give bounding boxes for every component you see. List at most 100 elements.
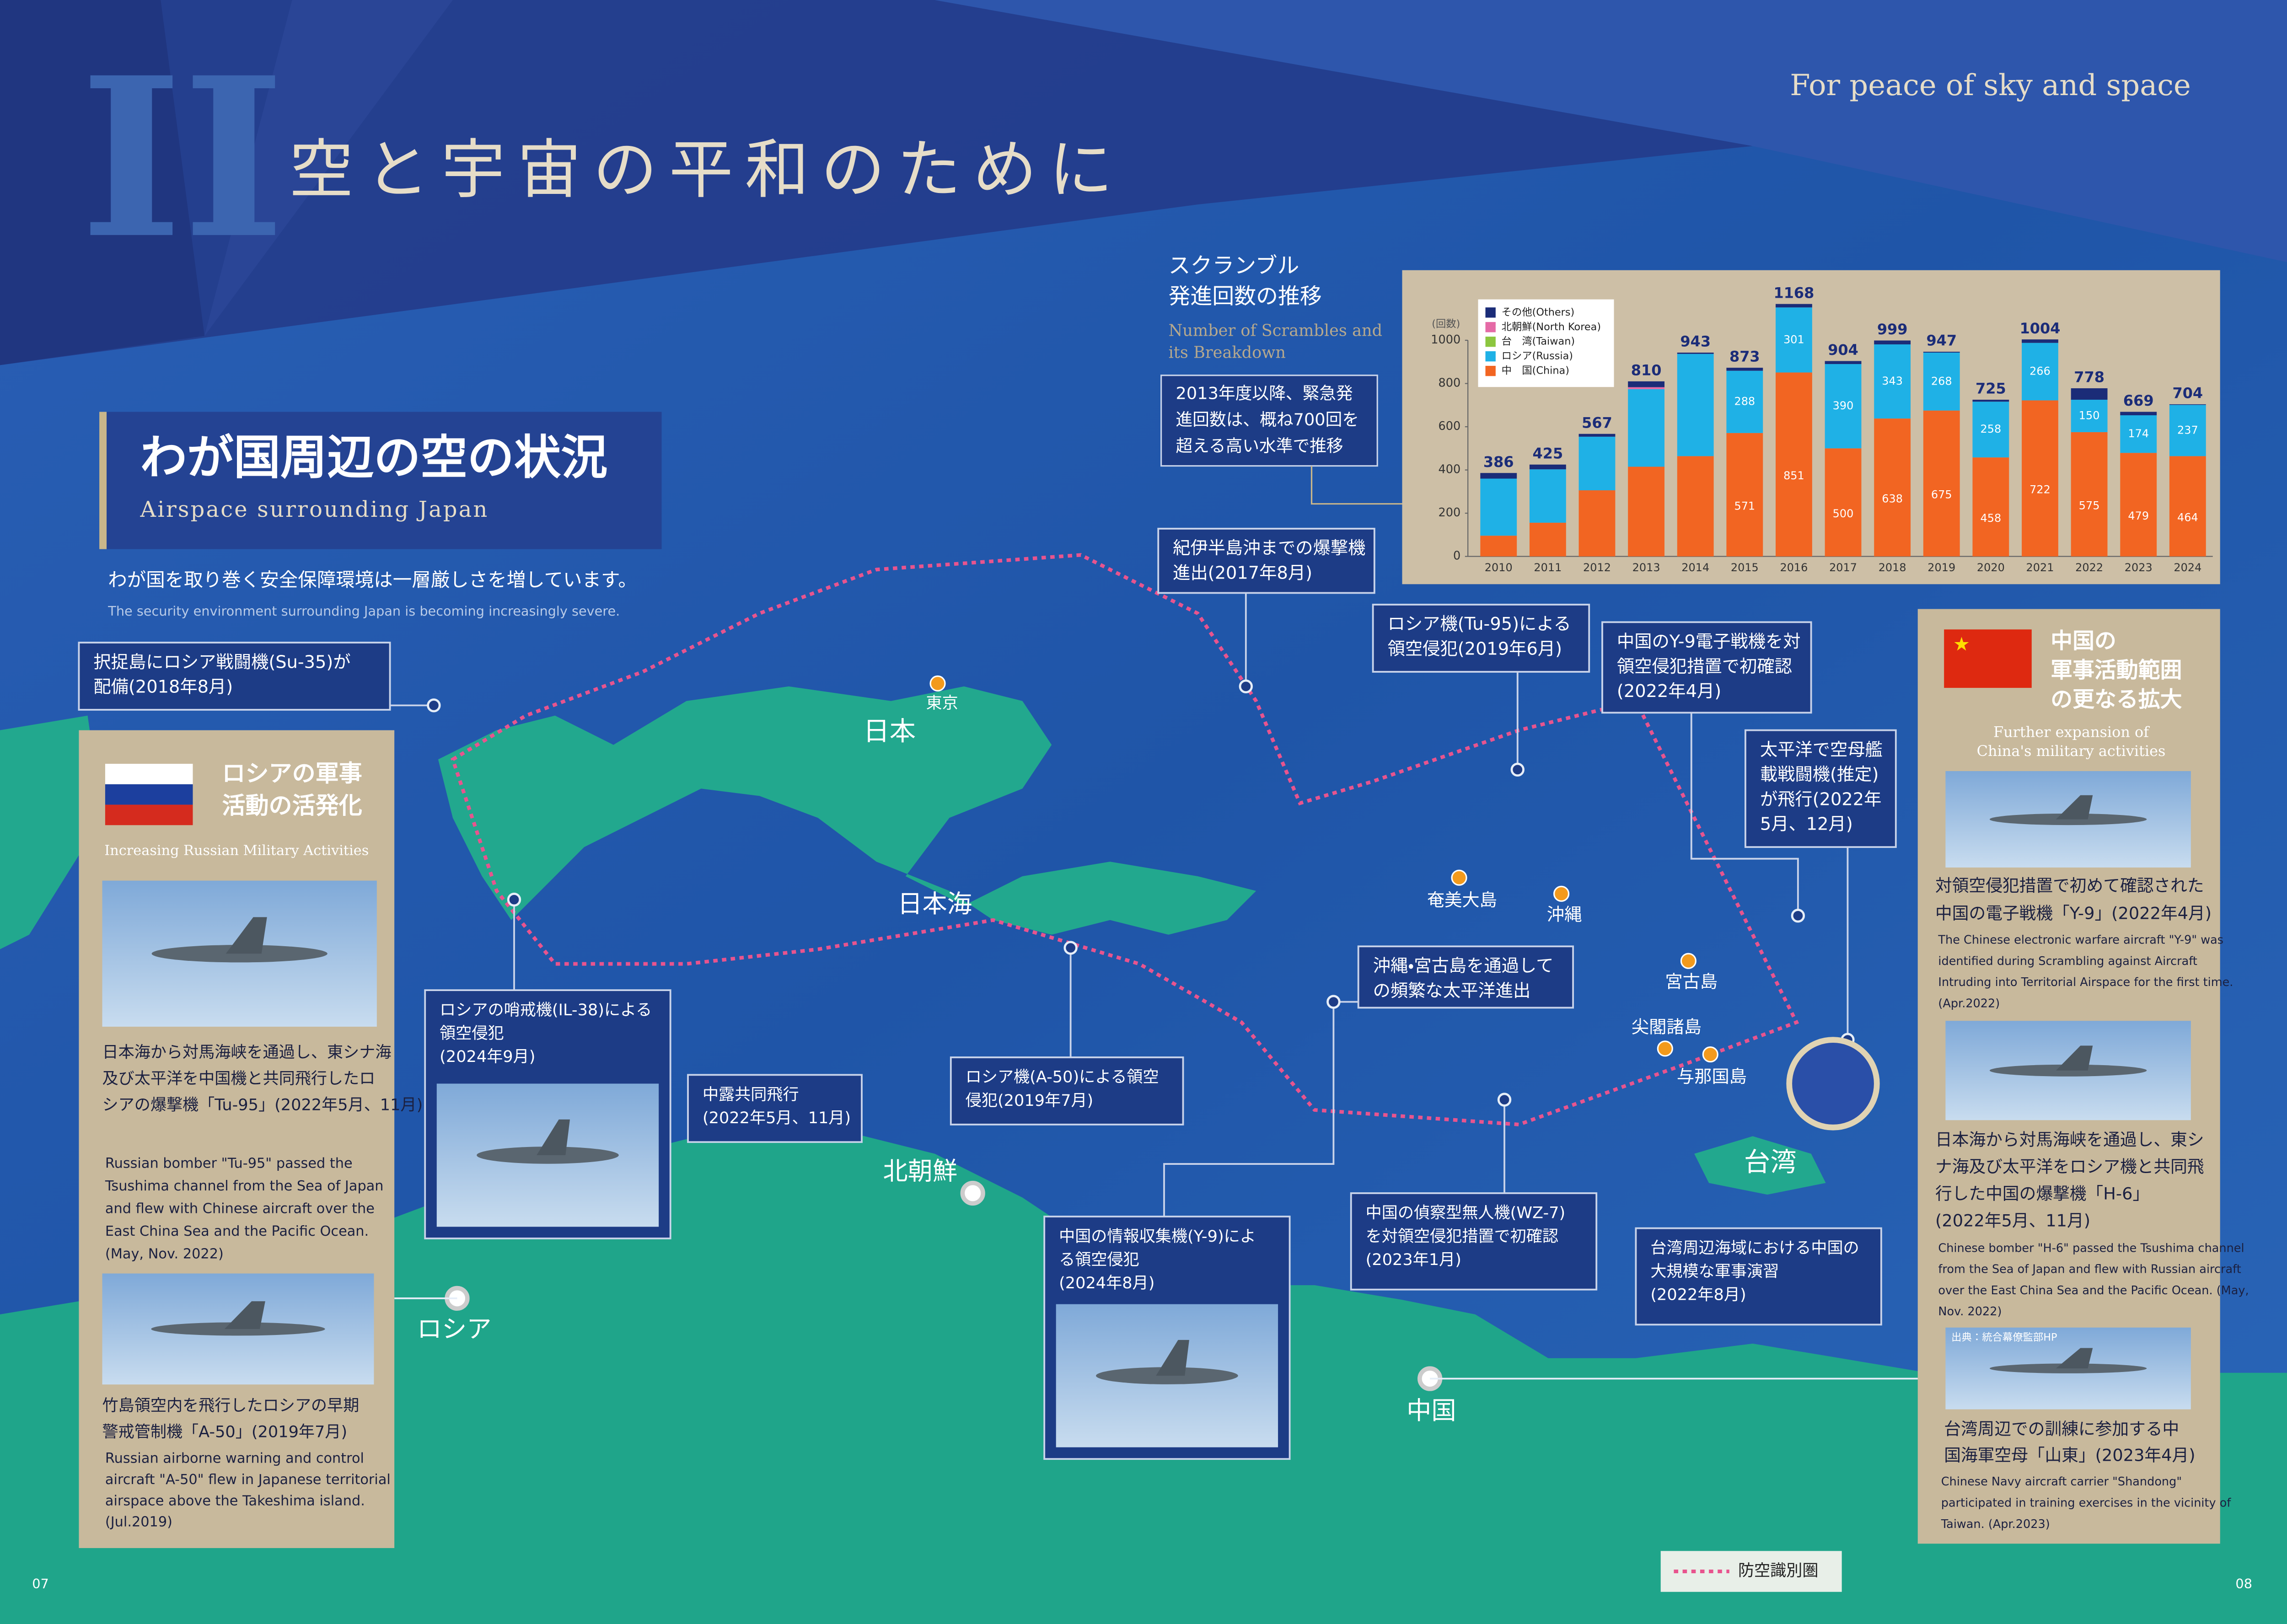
place-marker [1680,953,1696,969]
callout-text: 太平洋で空母艦 [1760,740,1883,760]
callout-text: 中国のY-9電子戦機を対 [1617,632,1801,652]
x-tick-label: 2023 [2125,561,2153,574]
total-label: 704 [2173,385,2203,402]
flag-star: ★ [1953,632,1970,655]
chart-subtitle: Number of Scrambles and [1169,321,1383,340]
segment-label: 301 [1783,333,1804,346]
bar-segment [2022,343,2058,401]
segment-label: 268 [1931,375,1952,387]
section-subtitle: Airspace surrounding Japan [140,497,489,522]
bar-segment [2120,412,2157,416]
place-label: 与那国島 [1677,1067,1747,1087]
place-label: 日本 [863,716,916,747]
callout-text: ロシア機(A-50)による領空 [966,1068,1159,1087]
x-tick-label: 2024 [2174,561,2201,574]
bar-segment [2169,456,2206,557]
place-label: 日本海 [897,890,972,918]
tagline: For peace of sky and space [1790,69,2191,102]
callout-text: を対領空侵犯措置で初確認 [1366,1227,1558,1246]
bar-segment [1480,536,1517,557]
callout-pin [427,698,441,713]
legend-label: ロシア(Russia) [1502,350,1573,362]
legend-swatch [1485,351,1496,362]
callout-text: 紀伊半島沖までの爆撃機 [1173,538,1365,558]
bar-segment [1825,361,1862,364]
aircraft-wing [2056,1045,2093,1071]
segment-label: 237 [2177,423,2198,436]
callout-box [950,1056,1184,1126]
bar-segment [1677,352,1714,354]
item-text-en: participated in training exercises in th… [1941,1496,2232,1510]
bar-segment [1578,434,1616,437]
y-unit: (回数) [1432,318,1460,330]
item-text: (2022年5月、11月) [1935,1211,2090,1231]
place-marker [1451,869,1467,886]
total-label: 778 [2074,369,2104,386]
bar-segment [1578,436,1616,491]
bar-segment [1628,466,1665,557]
y-tick-label: 800 [1439,376,1461,390]
item-text: ナ海及び太平洋をロシア機と共同飛 [1935,1157,2204,1177]
bar-segment [1776,304,1812,308]
place-marker [1657,1040,1673,1057]
item-text-en: Tsushima channel from the Sea of Japan [105,1178,384,1194]
header-band-right [934,0,2287,263]
item-text-en: East China Sea and the Pacific Ocean. [105,1223,369,1239]
legend-box [1478,299,1614,387]
bar-segment [1628,389,1665,467]
callout-connector [1163,1002,1335,1217]
item-text-en: over the East China Sea and the Pacific … [1938,1284,2249,1297]
total-label: 943 [1680,333,1711,350]
callout-text: 進出(2017年8月) [1173,563,1312,583]
place-label: ロシア [417,1314,492,1343]
bar-segment [1874,418,1911,557]
bar-segment [1776,372,1812,557]
callout-box [687,1074,863,1143]
bar-segment [1972,402,2009,458]
item-text-en: Russian airborne warning and control [105,1451,364,1467]
callout-text: (2022年8月) [1650,1285,1746,1304]
chart-title: スクランブル [1169,253,1299,279]
bar-segment [1529,469,1566,523]
header-band [0,0,1753,365]
x-tick-label: 2011 [1534,561,1562,574]
segment-label: 722 [2029,483,2051,496]
legend-label: 中 国(China) [1502,365,1569,377]
total-label: 904 [1828,341,1858,359]
bar-segment [1578,490,1616,557]
bar-segment [1923,410,1960,557]
callout-text: 大規模な軍事演習 [1650,1262,1779,1281]
chart-note: 2013年度以降、緊急発 [1176,384,1353,403]
callout-text: 択捉島にロシア戦闘機(Su-35)が [93,652,350,672]
y-tick-label: 1000 [1431,333,1460,347]
item-text: 台湾周辺での訓練に参加する中 [1944,1419,2179,1439]
callout-pin [1239,679,1253,694]
item-text-en: Nov. 2022) [1938,1305,2002,1318]
sakhalin [0,715,102,949]
legend-swatch [1485,365,1496,376]
section-accent [99,412,107,549]
aircraft-wing [225,917,267,954]
callout-text: る領空侵犯 [1059,1250,1139,1269]
section-numeral: II [80,29,285,287]
bar-segment [2071,388,2108,400]
callout-text: ロシア機(Tu-95)による [1388,614,1571,634]
x-tick-label: 2014 [1681,561,1709,574]
segment-label: 150 [2079,409,2100,422]
segment-label: 500 [1833,507,1854,520]
panel-title: ロシアの軍事 [222,760,362,788]
callout-pin [1791,909,1805,923]
callout-text: 沖縄・宮古島を通過して [1373,955,1554,976]
bar-segment [1628,387,1665,389]
item-text: シアの爆撃機「Tu-95」(2022年5月、11月) [102,1095,423,1114]
x-tick-label: 2010 [1485,561,1513,574]
chart-note: 超える高い水準で推移 [1176,436,1343,456]
place-label: 中国 [1407,1396,1456,1425]
segment-label: 343 [1882,375,1903,387]
bar-segment [1776,307,1812,373]
item-text-en: aircraft "A-50" flew in Japanese territo… [105,1472,391,1488]
y-tick-label: 600 [1439,419,1461,433]
place-label: 尖閣諸島 [1632,1017,1702,1038]
x-tick-label: 2017 [1829,561,1857,574]
